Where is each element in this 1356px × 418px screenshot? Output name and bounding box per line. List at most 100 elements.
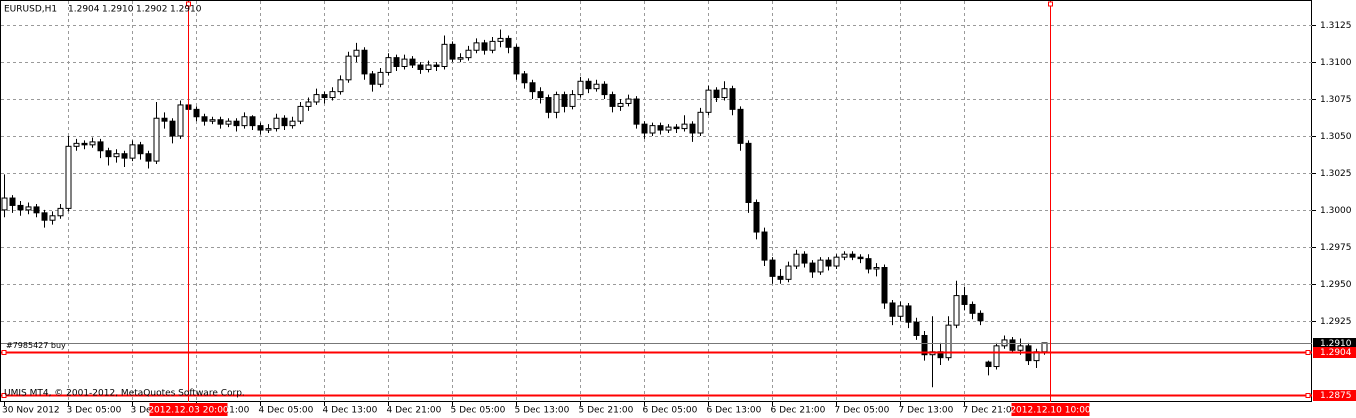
bear-body: [233, 120, 240, 127]
bear-body: [753, 201, 760, 233]
bull-body: [129, 144, 136, 159]
bull-body: [441, 43, 448, 68]
bear-body: [449, 43, 456, 60]
bull-body: [1017, 345, 1024, 351]
bear-body: [769, 259, 776, 277]
bull-body: [1, 197, 8, 211]
bull-body: [953, 295, 960, 326]
v-line-handle: [1048, 1, 1053, 7]
bull-body: [25, 206, 32, 211]
x-tick-label: 6 Dec 21:00: [771, 406, 826, 416]
plot-area: [0, 0, 1312, 402]
y-tick-label: 1.3000: [1320, 206, 1352, 216]
bull-body: [617, 102, 624, 107]
bull-body: [681, 123, 688, 130]
bull-body: [665, 126, 672, 131]
bear-body: [17, 204, 24, 211]
x-tick-label: 5 Dec 05:00: [451, 406, 506, 416]
bear-body: [9, 197, 16, 206]
x-tick-label: 3 Dec 05:00: [67, 406, 122, 416]
bull-body: [721, 88, 728, 99]
bull-body: [649, 125, 656, 134]
bull-body: [273, 117, 280, 130]
bid-label-box: [1313, 338, 1356, 349]
header-close: 1.2910: [170, 5, 202, 15]
bear-body: [121, 153, 128, 159]
bull-body: [65, 145, 72, 209]
bear-body: [281, 117, 288, 127]
h-line-label-box: [1313, 347, 1356, 358]
bear-body: [825, 259, 832, 267]
x-tick-label: 4 Dec 13:00: [323, 406, 378, 416]
bull-body: [329, 91, 336, 99]
x-tick-label: 5 Dec 21:00: [579, 406, 634, 416]
bear-body: [409, 58, 416, 66]
bull-body: [57, 207, 64, 217]
bull-body: [705, 89, 712, 113]
bull-body: [785, 265, 792, 280]
bear-body: [977, 312, 984, 322]
v-line-handle: [186, 1, 191, 7]
x-tick-label: 6 Dec 05:00: [643, 406, 698, 416]
bear-body: [249, 116, 256, 127]
bull-body: [841, 253, 848, 258]
bid-label-text: 1.2910: [1320, 339, 1352, 349]
header-high: 1.2910: [102, 5, 134, 15]
bull-body: [297, 105, 304, 122]
bull-body: [385, 57, 392, 73]
v-line-label: 2012.12.10 10:00: [1010, 406, 1091, 416]
symbol-title: EURUSD,H1: [4, 5, 57, 15]
bear-body: [601, 83, 608, 96]
bull-body: [305, 101, 312, 107]
bear-body: [361, 49, 368, 75]
bull-body: [497, 37, 504, 42]
bear-body: [889, 302, 896, 317]
bear-body: [41, 212, 48, 221]
bull-body: [873, 267, 880, 270]
bear-body: [33, 206, 40, 214]
bear-body: [865, 258, 872, 270]
footer: UMIS MT4, © 2001-2012, MetaQuotes Softwa…: [4, 389, 245, 399]
bear-body: [561, 94, 568, 107]
bull-body: [49, 215, 56, 221]
bear-body: [969, 303, 976, 314]
bear-body: [881, 267, 888, 304]
bear-body: [985, 361, 992, 368]
bull-body: [345, 55, 352, 81]
bull-body: [793, 253, 800, 267]
bear-body: [849, 253, 856, 258]
h-line-handle: [1, 350, 7, 355]
bear-body: [913, 321, 920, 336]
bull-body: [425, 64, 432, 70]
bull-body: [473, 42, 480, 51]
bear-body: [161, 117, 168, 122]
bear-body: [713, 89, 720, 99]
candles: [1, 29, 1048, 388]
bear-body: [201, 116, 208, 122]
bull-body: [833, 256, 840, 267]
bear-body: [641, 123, 648, 134]
h-line-label-text: 1.2875: [1320, 391, 1352, 401]
bear-body: [137, 144, 144, 155]
bear-body: [673, 126, 680, 130]
bull-body: [593, 83, 600, 90]
bull-body: [209, 119, 216, 122]
bear-body: [745, 142, 752, 203]
bear-body: [609, 94, 616, 107]
header-low: 1.2902: [136, 5, 168, 15]
bear-body: [545, 97, 552, 113]
x-tick-label: 4 Dec 05:00: [259, 406, 314, 416]
bull-body: [225, 120, 232, 125]
bear-body: [169, 120, 176, 137]
bear-body: [961, 295, 968, 305]
bull-body: [153, 117, 160, 162]
bear-body: [657, 125, 664, 131]
bear-body: [217, 119, 224, 125]
h-line-label-text: 1.2904: [1320, 348, 1352, 358]
bull-body: [569, 94, 576, 107]
bull-body: [89, 141, 96, 146]
bull-body: [401, 58, 408, 68]
bear-body: [393, 57, 400, 68]
bear-body: [809, 262, 816, 273]
